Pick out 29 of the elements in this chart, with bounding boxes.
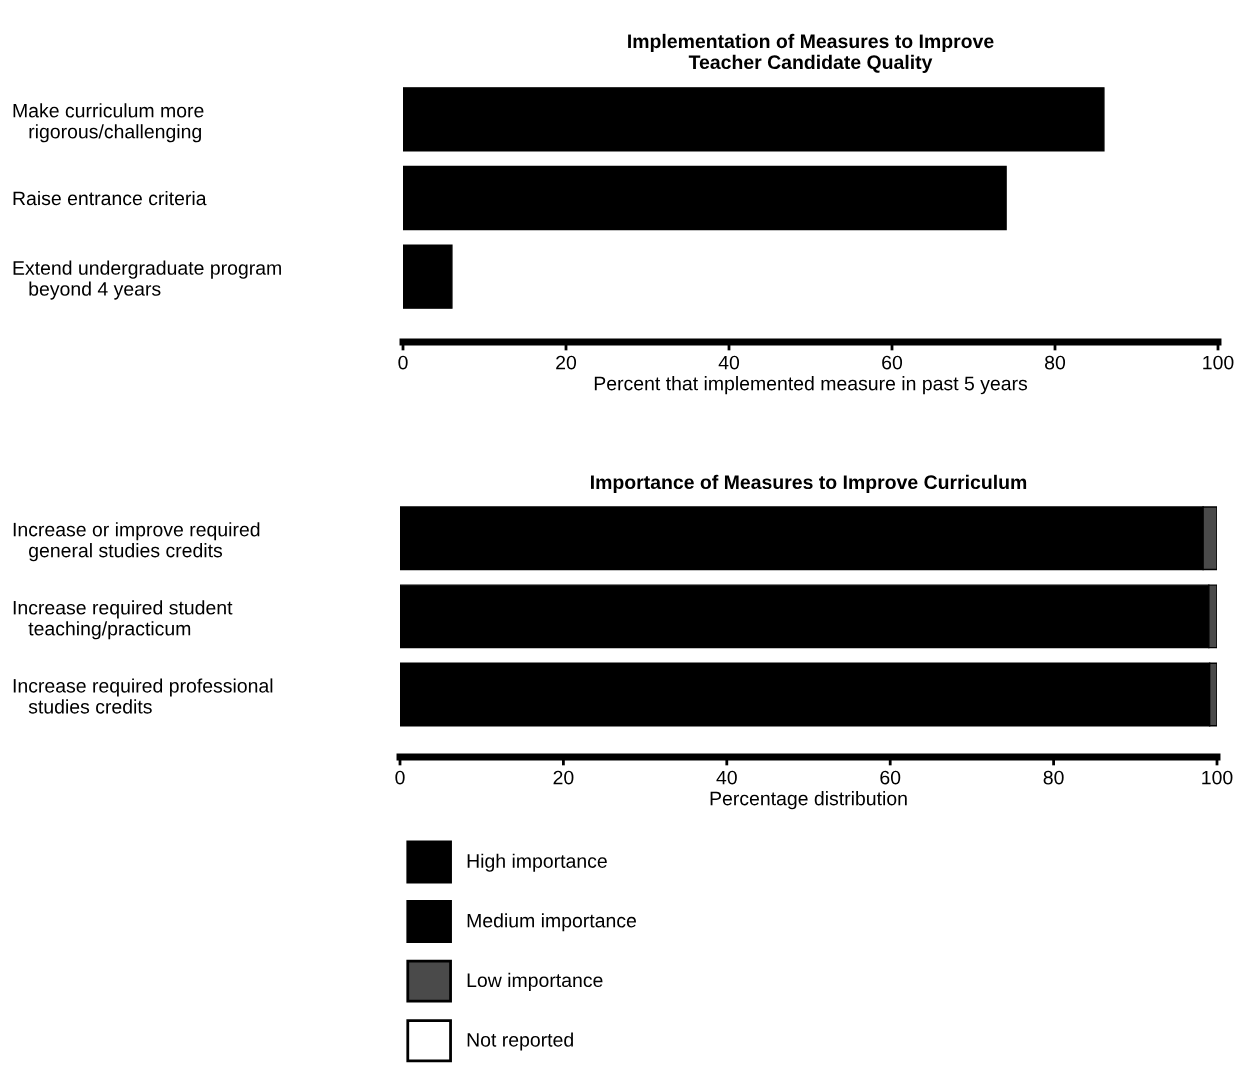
x-tick-label: 0 xyxy=(395,770,405,785)
x-tick-label: 40 xyxy=(716,770,737,785)
x-tick-label: 0 xyxy=(398,355,408,370)
y-tick-label: Raise entrance criteria xyxy=(13,190,207,206)
chart-title: Importance of Measures to Improve Curriculum xyxy=(591,474,1027,493)
chart-title: Implementation of Measures to Improve Teacher Candidate Quality xyxy=(628,33,994,73)
legend-label: Low importance xyxy=(467,972,603,991)
x-tick-label: 60 xyxy=(880,770,901,785)
x-tick-label: 20 xyxy=(556,355,577,370)
bar xyxy=(403,165,1007,231)
bar xyxy=(403,244,453,309)
bar xyxy=(403,87,1105,152)
y-tick-label: Increase or improve required general studies credits xyxy=(13,522,260,562)
y-tick-label: Increase required student teaching/practicum xyxy=(13,600,233,640)
x-tick-label: 80 xyxy=(1045,355,1066,370)
legend-label: High importance xyxy=(467,853,607,872)
x-tick-label: 60 xyxy=(882,355,903,370)
y-tick-label: Extend undergraduate program beyond 4 years xyxy=(13,260,281,300)
legend-label: Medium importance xyxy=(467,913,636,932)
x-tick-label: 40 xyxy=(718,355,740,370)
x-tick-label: 20 xyxy=(553,770,574,785)
x-tick-label: 100 xyxy=(1202,770,1233,785)
x-axis-title: Percent that implemented measure in past 5 years xyxy=(594,376,1028,395)
legend-label: Not reported xyxy=(467,1032,573,1051)
x-axis-title: Percentage distribution xyxy=(710,791,907,810)
y-tick-label: Make curriculum more rigorous/challenging xyxy=(13,103,204,143)
x-tick-label: 80 xyxy=(1043,770,1064,785)
y-tick-label: Increase required professional studies credits xyxy=(13,678,273,714)
x-tick-label: 100 xyxy=(1203,355,1234,370)
